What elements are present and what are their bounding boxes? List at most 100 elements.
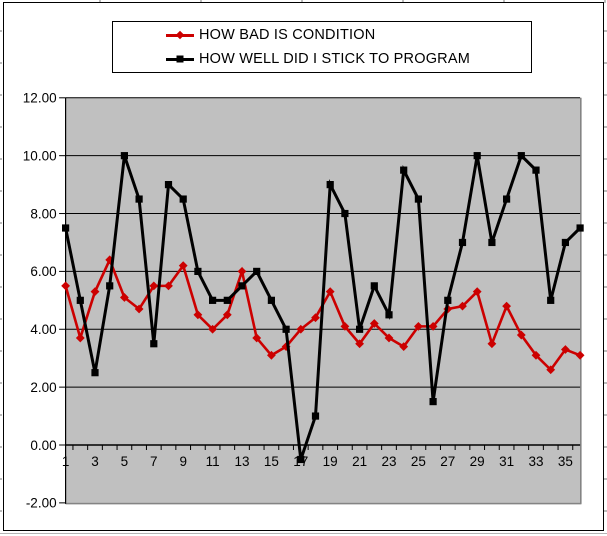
square-marker-icon [223, 296, 231, 304]
diamond-marker-icon [222, 310, 232, 320]
diamond-marker-icon [355, 339, 364, 349]
legend-entry-program: HOW WELL DID I STICK TO PROGRAM [166, 48, 531, 70]
square-marker-icon [429, 398, 437, 406]
diamond-marker-icon [325, 287, 335, 297]
diamond-marker-icon [502, 301, 511, 311]
square-marker-icon [547, 296, 555, 304]
square-marker-icon [164, 181, 173, 189]
square-marker-icon [356, 325, 364, 333]
diamond-marker-icon [472, 287, 482, 297]
diamond-marker-icon [546, 365, 556, 375]
square-marker-icon [473, 152, 481, 160]
square-marker-icon [179, 195, 187, 203]
legend-line-sample [166, 30, 194, 40]
diamond-marker-icon [120, 293, 129, 302]
x-axis-tick-label: 5 [121, 454, 129, 469]
diamond-marker-icon [516, 330, 526, 340]
square-marker-icon [400, 166, 408, 174]
diamond-marker-icon [134, 304, 144, 314]
diamond-marker-icon [193, 310, 203, 320]
diamond-marker-icon [267, 350, 276, 360]
diamond-marker-icon [399, 342, 409, 352]
square-marker-icon [209, 296, 217, 304]
x-axis-tick-label: 7 [150, 454, 158, 469]
series-line-program [64, 152, 582, 460]
square-marker-icon [150, 340, 158, 348]
y-axis-tick-label: 8.00 [30, 206, 56, 221]
square-marker-icon [267, 296, 275, 304]
square-marker-icon [311, 412, 320, 420]
diamond-marker-icon [487, 339, 497, 349]
y-axis-tick-label: -2.00 [26, 496, 57, 511]
x-axis-tick-label: 31 [499, 454, 514, 469]
diamond-marker-icon [149, 281, 159, 291]
diamond-marker-icon [458, 301, 467, 311]
diamond-marker-icon [164, 281, 173, 291]
square-marker-icon [370, 282, 378, 290]
diamond-marker-icon [414, 321, 423, 331]
diamond-marker-icon [90, 287, 100, 297]
legend-label-program: HOW WELL DID I STICK TO PROGRAM [199, 51, 470, 67]
y-axis-tick-label: 6.00 [30, 264, 56, 279]
square-marker-icon [341, 209, 349, 218]
square-marker-icon [503, 195, 511, 203]
x-axis-tick-label: 3 [91, 454, 99, 469]
square-marker-icon [135, 195, 143, 203]
worksheet-gridline-bottom [0, 533, 607, 534]
diamond-marker-icon [340, 321, 350, 331]
x-axis-tick-label: 15 [264, 454, 279, 469]
y-axis-tick-label: 10.00 [23, 148, 57, 163]
chart-legend[interactable]: HOW BAD IS CONDITION HOW WELL DID I STIC… [112, 21, 532, 73]
diamond-marker-icon [237, 267, 247, 276]
square-marker-icon [576, 224, 584, 232]
square-marker-icon [194, 267, 202, 276]
y-axis-tick-label: 4.00 [30, 322, 56, 337]
square-marker-icon [297, 455, 305, 464]
square-marker-icon [282, 325, 290, 333]
x-axis-tick-label: 19 [323, 454, 338, 469]
x-axis-tick-label: 13 [234, 454, 249, 469]
diamond-marker-icon [531, 350, 541, 360]
legend-entry-condition: HOW BAD IS CONDITION [166, 24, 531, 46]
x-axis-tick-label: 27 [440, 454, 455, 469]
diamond-marker-icon [561, 345, 570, 354]
diamond-marker-icon [175, 30, 185, 40]
square-marker-icon [488, 238, 496, 247]
square-marker-icon [444, 296, 452, 304]
square-marker-icon [120, 152, 128, 160]
diamond-marker-icon [75, 333, 85, 343]
diamond-marker-icon [384, 333, 394, 343]
x-axis-tick-label: 9 [179, 454, 187, 469]
square-marker-icon [176, 55, 184, 63]
diamond-marker-icon [178, 261, 188, 271]
worksheet-gridline-right [604, 0, 607, 536]
x-axis-tick-label: 29 [470, 454, 485, 469]
diamond-marker-icon [296, 324, 306, 334]
x-axis-tick-label: 1 [62, 454, 70, 469]
legend-label-condition: HOW BAD IS CONDITION [199, 27, 376, 43]
worksheet-gridline-top [0, 0, 607, 3]
y-axis-tick-label: 0.00 [30, 438, 56, 453]
square-marker-icon [414, 195, 422, 203]
worksheet-gridline-left [0, 0, 2, 536]
square-marker-icon [62, 224, 70, 232]
diamond-marker-icon [575, 350, 585, 360]
y-axis-tick-label: 2.00 [30, 380, 56, 395]
x-axis-tick-label: 23 [381, 454, 396, 469]
square-marker-icon [385, 311, 393, 319]
square-marker-icon [561, 238, 569, 247]
x-axis-tick-label: 33 [528, 454, 543, 469]
x-axis-tick-label: 25 [411, 454, 426, 469]
legend-line-sample [166, 55, 194, 63]
x-axis-tick-label: 21 [352, 454, 367, 469]
square-marker-icon [532, 166, 540, 174]
diamond-marker-icon [428, 321, 438, 331]
diamond-marker-icon [369, 319, 379, 328]
diamond-marker-icon [208, 324, 217, 334]
square-marker-icon [106, 282, 114, 290]
square-marker-icon [238, 282, 246, 290]
x-axis-tick-label: 35 [558, 454, 573, 469]
x-axis-tick-label: 11 [206, 454, 220, 469]
